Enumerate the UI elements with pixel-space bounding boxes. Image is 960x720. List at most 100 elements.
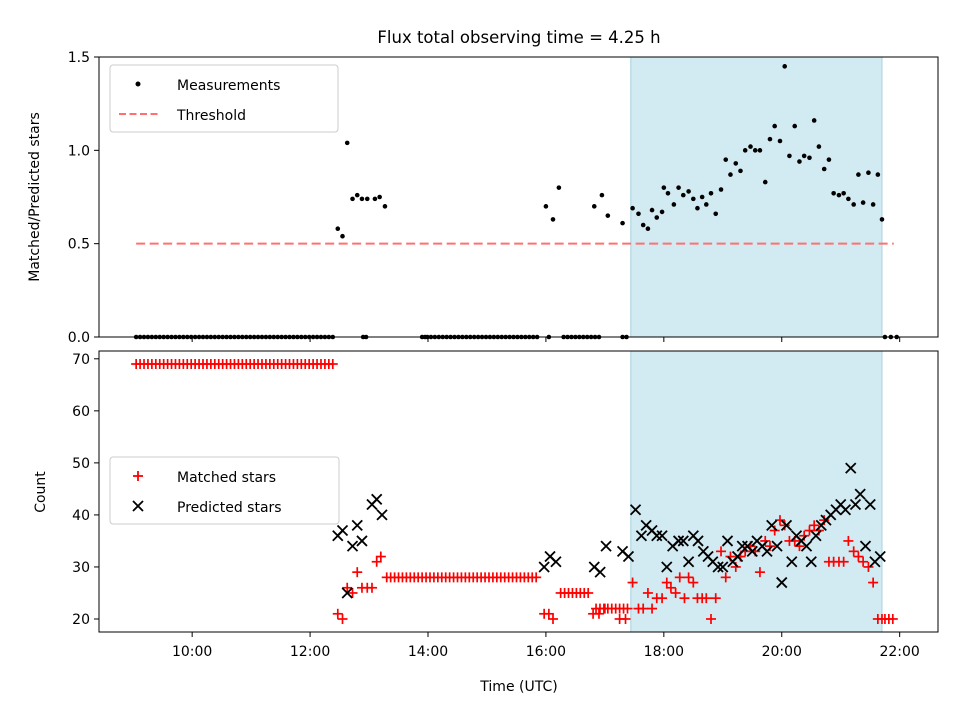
measurement-point [464,334,469,340]
measurement-point [181,334,186,340]
measurement-point [526,334,532,340]
legend-matched-label: Matched stars [177,470,276,486]
predicted-star-point [341,587,353,599]
measurement-point [591,204,597,209]
measurement-point [573,334,578,340]
chart-title: Flux total observing time = 4.25 h [377,28,660,47]
measurement-point [137,334,143,340]
matched-star-point [593,608,604,619]
matched-star-point [716,546,727,557]
measurement-point [318,334,324,340]
measurement-point [870,202,876,207]
matched-star-point [337,613,348,624]
predicted-star-stroke [635,530,648,542]
measurement-point [515,334,520,340]
top-observing-window [630,56,883,338]
predicted-star-point [336,524,349,537]
measurement-point [340,233,345,239]
predicted-star-stroke [810,530,822,542]
measurement-point [691,196,696,202]
measurement-point [428,334,434,340]
matched-star-point [706,613,717,624]
measurement-point [605,213,611,218]
predicted-star-stroke [761,545,773,557]
measurement-point [232,334,237,340]
matched-star-point [683,572,694,583]
predicted-star-point [731,550,744,563]
legend-measurements-marker [135,81,141,87]
measurement-point [851,202,856,207]
measurement-point [875,172,881,177]
measurement-point [287,334,292,340]
measurement-point [703,202,709,207]
predicted-star-point [761,545,773,557]
predicted-star-point [800,540,813,552]
measurement-point [499,334,505,340]
measurement-point [487,334,493,340]
matched-star-point [342,582,353,593]
measurement-point [448,334,453,340]
measurement-point [173,334,178,340]
measurement-point [153,334,159,340]
measurement-point [580,334,586,340]
predicted-star-stroke [672,535,685,547]
matched-star-point [754,567,765,578]
predicted-star-stroke [588,561,600,573]
measurement-point [801,153,807,159]
measurement-point [483,334,489,340]
measurement-point [577,334,582,340]
predicted-star-stroke [776,576,788,589]
measurement-point [314,334,320,340]
matched-star-point [347,587,358,598]
matched-star-point [720,572,731,583]
measurement-point [888,334,894,340]
predicted-star-point [721,535,734,547]
predicted-star-point [682,556,695,568]
matched-star-point [352,567,363,578]
predicted-star-stroke [707,556,719,568]
predicted-star-stroke [839,504,852,516]
predicted-star-stroke [751,535,763,547]
predicted-star-stroke [859,540,872,552]
predicted-star-point [376,509,388,521]
matched-star-point [863,561,874,572]
measurement-point [243,334,249,340]
measurement-point [511,334,516,340]
measurement-point [251,334,257,340]
measurement-point [519,334,524,340]
measurement-point [879,217,885,222]
measurement-point [752,148,758,153]
measurement-point [503,334,508,340]
matched-star-point [688,577,699,588]
measurement-point [821,166,827,172]
bottom-y-tick-label: 70 [72,352,90,368]
matched-star-point [657,593,668,604]
legend-measurements-label: Measurements [177,78,280,94]
matched-star-point [661,577,672,588]
measurement-point [671,202,677,207]
measurement-point [676,185,681,190]
measurement-point [561,334,566,340]
measurement-point [620,220,625,226]
measurement-point [596,334,602,340]
measurement-point [149,334,155,340]
predicted-star-stroke [766,519,778,531]
top-legend: Measurements Threshold [109,64,339,133]
measurement-point [831,190,836,196]
measurement-point [279,334,284,340]
predicted-star-point [859,540,872,552]
matched-star-point [327,359,338,370]
predicted-star-stroke [336,524,349,537]
measurement-point [377,194,382,200]
predicted-star-point [766,519,778,531]
predicted-star-point [780,519,793,531]
predicted-star-stroke [629,504,642,516]
x-tick-label: 12:00 [290,644,330,660]
bottom-legend: Matched stars Predicted stars [109,456,340,525]
predicted-star-stroke [721,535,734,547]
measurement-point [145,334,151,340]
legend-threshold-label: Threshold [176,108,246,124]
predicted-star-stroke [864,498,876,511]
measurement-point [856,172,861,177]
